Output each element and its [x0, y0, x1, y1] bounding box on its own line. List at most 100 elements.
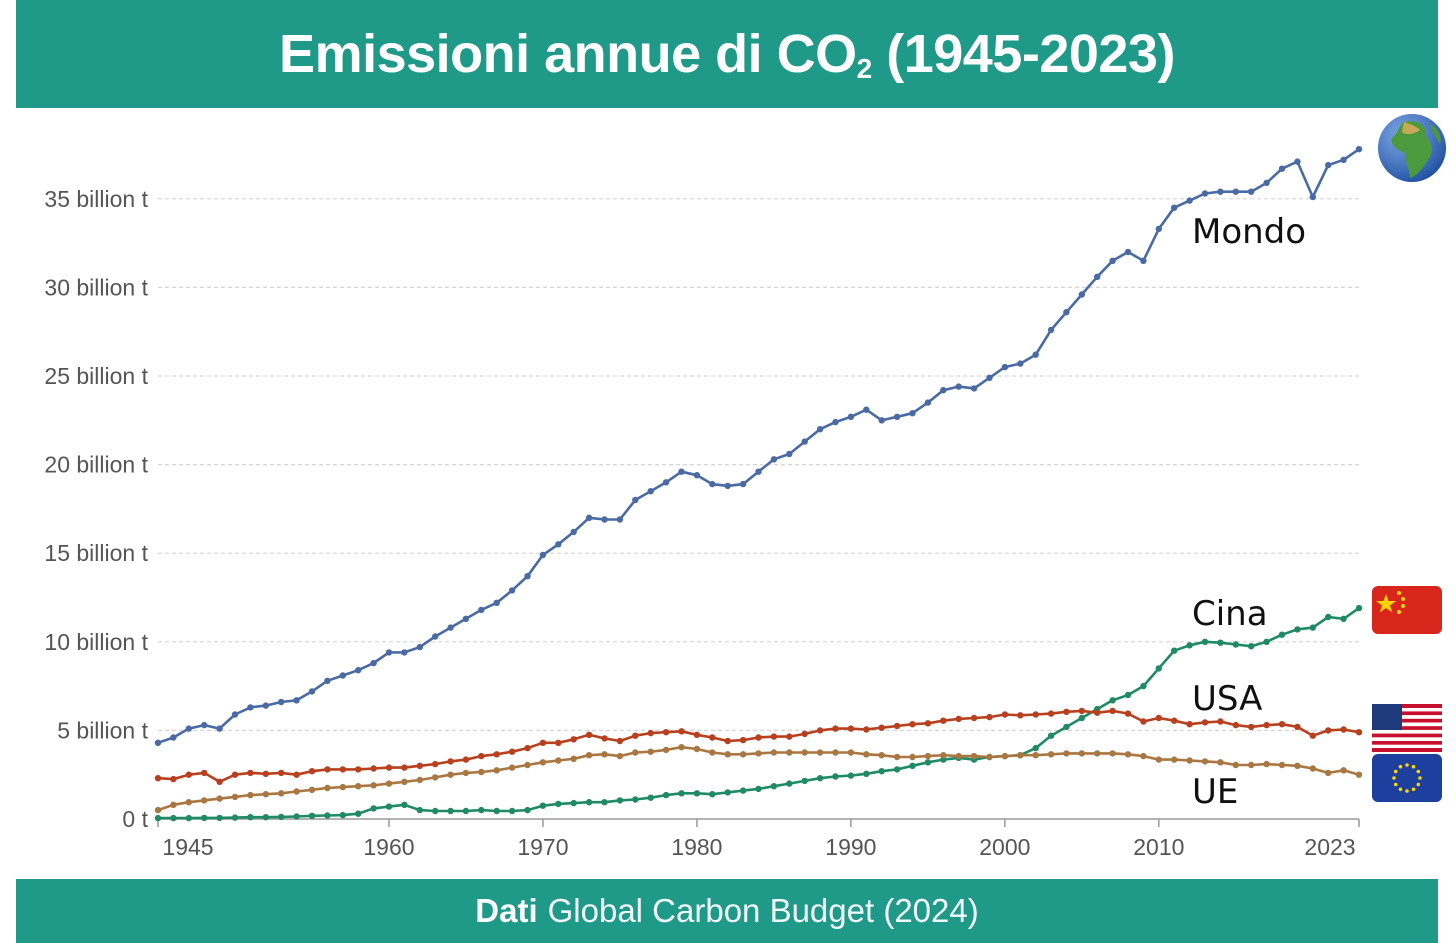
data-point-eu	[986, 753, 993, 761]
data-point-usa	[355, 766, 362, 773]
chart-title-banner: Emissioni annue di CO2 (1945-2023)	[16, 0, 1438, 108]
data-point-china	[632, 796, 639, 803]
data-point-usa	[832, 725, 839, 732]
data-point-world	[1078, 291, 1086, 298]
x-tick-label: 2023	[1304, 834, 1355, 860]
data-point-eu	[893, 753, 901, 761]
data-point-eu	[1063, 750, 1070, 757]
data-point-usa	[1263, 721, 1270, 729]
data-point-world	[786, 450, 793, 458]
data-point-china	[293, 813, 300, 820]
data-point-china	[355, 810, 362, 817]
data-point-eu	[1263, 760, 1270, 768]
data-point-eu	[432, 774, 439, 781]
data-point-usa	[539, 739, 547, 746]
data-point-usa	[293, 771, 300, 778]
data-point-usa	[555, 739, 562, 746]
data-point-usa	[570, 736, 577, 743]
data-point-usa	[432, 760, 439, 768]
data-point-eu	[693, 745, 701, 753]
data-point-world	[1309, 193, 1317, 201]
data-point-usa	[801, 730, 808, 738]
data-point-china	[185, 814, 192, 822]
data-point-world	[555, 541, 562, 548]
data-point-china	[1155, 665, 1163, 672]
data-point-eu	[1248, 761, 1255, 769]
data-point-china	[847, 772, 855, 779]
data-point-china	[370, 805, 377, 812]
data-point-usa	[647, 729, 654, 737]
data-point-china	[539, 802, 547, 809]
eu-star	[1393, 782, 1398, 787]
data-point-world	[585, 514, 593, 521]
data-point-world	[693, 472, 701, 479]
data-point-usa	[755, 734, 762, 741]
data-point-china	[940, 756, 947, 763]
data-point-eu	[1171, 756, 1178, 763]
data-point-eu	[1340, 767, 1347, 774]
data-point-china	[709, 791, 716, 798]
data-point-eu	[447, 771, 454, 778]
data-point-usa	[909, 721, 916, 728]
data-point-usa	[816, 727, 824, 734]
flag-china-icon	[1372, 586, 1442, 634]
data-point-world	[755, 468, 762, 475]
data-point-usa	[247, 769, 254, 777]
data-point-eu	[801, 749, 808, 756]
data-point-usa	[585, 731, 593, 738]
data-point-world	[770, 456, 778, 463]
data-point-usa	[601, 735, 608, 742]
data-point-usa	[786, 733, 793, 740]
source-banner: Dati Global Carbon Budget (2024)	[16, 879, 1438, 943]
data-point-china	[1047, 732, 1055, 739]
data-point-china	[447, 807, 454, 815]
data-point-eu	[585, 752, 593, 759]
data-point-usa	[847, 725, 855, 732]
data-point-eu	[524, 761, 531, 769]
data-point-world	[801, 438, 808, 445]
data-point-world	[231, 711, 239, 718]
data-point-usa	[478, 752, 485, 760]
data-point-china	[462, 807, 470, 815]
data-point-china	[432, 807, 439, 815]
data-point-usa	[863, 726, 870, 733]
data-point-china	[1078, 714, 1086, 722]
data-point-china	[647, 794, 654, 801]
y-tick-label: 35 billion t	[44, 186, 148, 212]
data-point-usa	[770, 733, 778, 740]
data-point-china	[1217, 639, 1224, 646]
globe-africa-icon	[1378, 114, 1446, 182]
data-point-usa	[678, 728, 685, 735]
eu-star	[1398, 764, 1403, 769]
data-point-usa	[632, 732, 639, 739]
data-point-usa	[154, 775, 162, 782]
data-point-world	[632, 496, 639, 504]
data-point-eu	[1109, 750, 1116, 757]
data-point-usa	[662, 729, 670, 736]
data-point-eu	[1325, 769, 1332, 777]
data-point-usa	[1217, 718, 1224, 725]
data-point-usa	[278, 769, 285, 777]
x-tick-label: 1980	[671, 834, 722, 860]
data-point-usa	[1094, 709, 1101, 716]
data-point-world	[524, 573, 531, 580]
y-tick-label: 10 billion t	[44, 629, 148, 655]
data-point-eu	[647, 748, 654, 755]
data-point-eu	[1094, 750, 1101, 757]
data-point-eu	[185, 799, 192, 806]
data-point-china	[339, 811, 346, 819]
data-point-usa	[1325, 727, 1332, 734]
data-point-usa	[955, 715, 962, 723]
data-point-eu	[1309, 765, 1317, 772]
data-point-usa	[216, 778, 223, 785]
data-point-china	[478, 806, 485, 814]
data-point-world	[216, 725, 223, 732]
data-point-china	[832, 773, 839, 780]
data-point-eu	[1278, 761, 1286, 769]
series-label-eu: UE	[1192, 772, 1239, 812]
data-point-eu	[816, 749, 824, 756]
data-point-world	[1294, 158, 1301, 165]
data-point-usa	[924, 720, 932, 727]
data-point-usa	[1278, 721, 1286, 728]
data-point-eu	[601, 751, 608, 758]
